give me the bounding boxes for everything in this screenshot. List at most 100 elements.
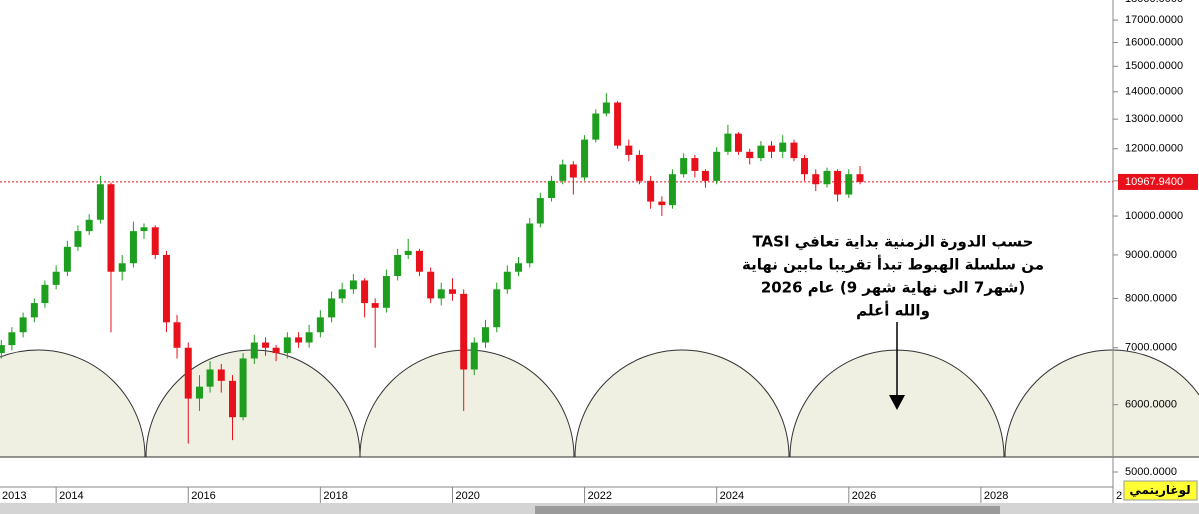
candle-body bbox=[647, 180, 655, 202]
last-price-box bbox=[1118, 173, 1198, 190]
candle-body bbox=[790, 142, 798, 159]
candle-body bbox=[581, 139, 589, 178]
y-tick-label: 12000.0000 bbox=[1125, 143, 1183, 155]
candle-body bbox=[724, 133, 732, 152]
candle-body bbox=[8, 332, 16, 346]
candle-body bbox=[536, 198, 544, 224]
cycle-arc bbox=[0, 349, 146, 458]
candle-body bbox=[173, 322, 181, 348]
candle-body bbox=[41, 284, 49, 304]
candle-body bbox=[361, 280, 369, 304]
candle-body bbox=[382, 276, 390, 308]
candle-body bbox=[394, 254, 402, 277]
candle-body bbox=[515, 263, 523, 272]
candle-body bbox=[250, 342, 258, 359]
candle-body bbox=[19, 317, 27, 333]
cycle-arc bbox=[574, 349, 790, 458]
y-tick-label: 7000.0000 bbox=[1125, 342, 1177, 354]
candle-body bbox=[371, 303, 379, 308]
candle-body bbox=[283, 337, 291, 354]
candle-body bbox=[328, 298, 336, 318]
x-tick-label: 2022 bbox=[588, 490, 612, 502]
candle-body bbox=[701, 170, 709, 181]
x-axis-strip bbox=[0, 487, 1113, 503]
candle-body bbox=[85, 219, 93, 232]
candle-body bbox=[107, 184, 115, 272]
candle-body bbox=[195, 386, 203, 399]
candle-body bbox=[470, 342, 478, 370]
candle-body bbox=[96, 184, 104, 220]
y-tick-label: 8000.0000 bbox=[1125, 292, 1177, 304]
candle-body bbox=[734, 133, 742, 152]
candle-body bbox=[625, 145, 633, 155]
candle-body bbox=[680, 158, 688, 175]
x-tick-label: 2026 bbox=[852, 490, 876, 502]
candle-body bbox=[30, 303, 38, 318]
x-tick-label: 2 bbox=[1116, 490, 1122, 502]
x-tick-label: 2028 bbox=[984, 490, 1008, 502]
candle-body bbox=[129, 231, 137, 264]
candle-body bbox=[404, 250, 412, 255]
candle-body bbox=[757, 145, 765, 159]
candle-body bbox=[614, 102, 622, 146]
candle-body bbox=[823, 170, 831, 185]
candle-body bbox=[295, 337, 303, 343]
y-tick-label: 14000.0000 bbox=[1125, 86, 1183, 98]
candle-body bbox=[272, 347, 280, 354]
candle-body bbox=[526, 223, 534, 264]
y-tick-label: 6000.0000 bbox=[1125, 399, 1177, 411]
candle-body bbox=[602, 102, 610, 114]
candle-body bbox=[635, 154, 643, 181]
candle-body bbox=[746, 151, 754, 159]
y-tick-label: 5000.0000 bbox=[1125, 466, 1177, 478]
candle-body bbox=[812, 174, 820, 185]
candle-body bbox=[239, 358, 247, 418]
candle-body bbox=[768, 145, 776, 152]
annotation-line: حسب الدورة الزمنية بداية تعافي TASI bbox=[752, 233, 1033, 251]
annotation-line: (شهر7 الى نهاية شهر 9) عام 2026 bbox=[761, 279, 1025, 297]
annotation-line: والله أعلم bbox=[856, 301, 930, 320]
candle-body bbox=[338, 289, 346, 299]
annotation-line: من سلسلة الهبوط تبدأ تقريبا مابين نهاية bbox=[742, 255, 1044, 274]
candle-body bbox=[668, 174, 676, 206]
candle-body bbox=[559, 164, 567, 181]
candle-body bbox=[206, 369, 214, 387]
candle-body bbox=[0, 345, 5, 354]
last-price-label: 10967.9400 bbox=[1125, 176, 1183, 188]
candle-body bbox=[316, 317, 324, 333]
candle-body bbox=[691, 158, 699, 171]
candle-body bbox=[262, 342, 270, 348]
x-tick-label: 2020 bbox=[455, 490, 479, 502]
candle-body bbox=[151, 227, 159, 255]
candle-body bbox=[349, 280, 357, 290]
candle-body bbox=[162, 254, 170, 323]
cycle-arc bbox=[1004, 349, 1199, 458]
candle-body bbox=[460, 293, 468, 370]
scale-button[interactable] bbox=[1123, 480, 1198, 501]
y-tick-label: 15000.0000 bbox=[1125, 60, 1183, 72]
candle-body bbox=[74, 231, 82, 247]
candle-body bbox=[229, 380, 237, 418]
candle-body bbox=[658, 201, 666, 206]
y-tick-label: 9000.0000 bbox=[1125, 249, 1177, 261]
y-tick-label: 16000.0000 bbox=[1125, 36, 1183, 48]
scrollbar-thumb[interactable] bbox=[535, 506, 1000, 514]
cycle-arcs bbox=[0, 349, 1199, 458]
y-tick-label: 18000.0000 bbox=[1125, 0, 1183, 5]
candle-body bbox=[184, 347, 192, 399]
y-tick-label: 13000.0000 bbox=[1125, 113, 1183, 125]
candle-body bbox=[713, 151, 721, 181]
y-tick-label: 17000.0000 bbox=[1125, 14, 1183, 26]
candle-body bbox=[427, 271, 435, 299]
scale-label[interactable]: لوغاريتمي bbox=[1129, 483, 1190, 498]
candle-body bbox=[140, 227, 148, 232]
candle-body bbox=[493, 289, 501, 328]
candle-body bbox=[437, 289, 445, 299]
x-tick-label: 2016 bbox=[191, 490, 215, 502]
candle-body bbox=[305, 332, 313, 343]
candle-body bbox=[569, 164, 577, 178]
candle-body bbox=[217, 369, 225, 381]
candle-body bbox=[548, 180, 556, 199]
x-tick-label: 2024 bbox=[720, 490, 744, 502]
